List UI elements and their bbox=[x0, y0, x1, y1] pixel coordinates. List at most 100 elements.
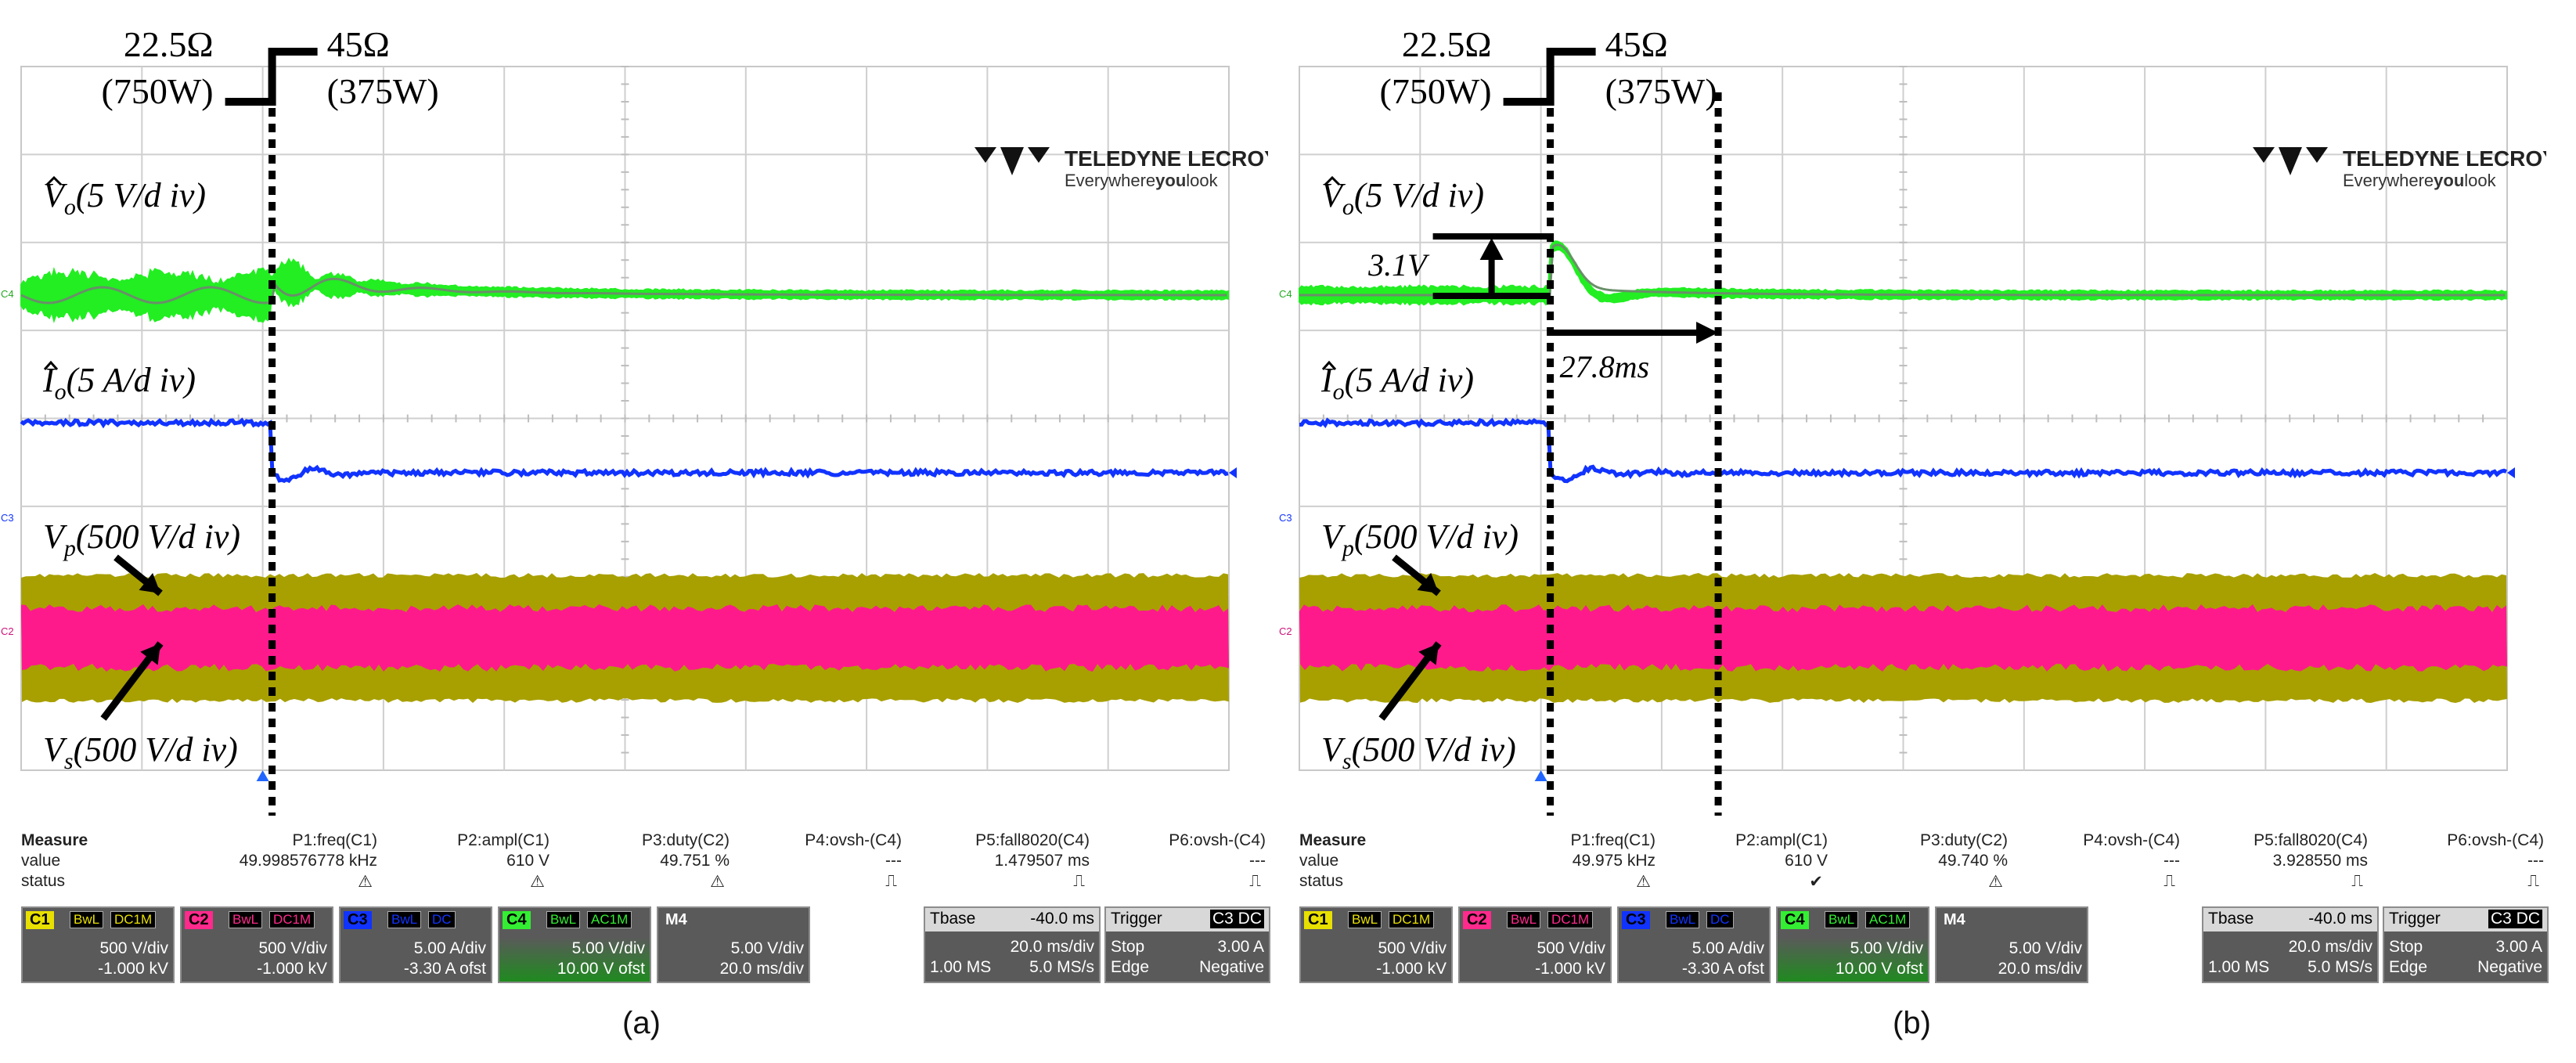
channel-descriptor-bar: C1 BwL DC1M 500 V/div -1.000 kV C2 BwL DC1M 500 … bbox=[21, 906, 1274, 985]
trace-label-subscript: o bbox=[64, 194, 76, 220]
measure-param-header: P5:fall8020(C4) bbox=[975, 831, 1090, 849]
measure-row-label: status bbox=[21, 872, 66, 890]
channel-id: C3 bbox=[1622, 911, 1650, 929]
measure-param-value: --- bbox=[2527, 852, 2544, 870]
vs-trace bbox=[21, 604, 1229, 672]
channel-coupling-badge: BwL bbox=[229, 911, 263, 928]
timebase-rate: 5.0 MS/s bbox=[1029, 958, 1094, 976]
trace-label-Vp: Vp(500 V/d iv) bbox=[43, 517, 240, 561]
logo-tagline: Everywhereyoulook bbox=[2343, 171, 2497, 190]
channel-offset: -1.000 kV bbox=[98, 960, 168, 978]
channel-id: M4 bbox=[1940, 911, 1969, 929]
load-step-symbol bbox=[1503, 48, 1596, 106]
measure-row-label: value bbox=[1299, 852, 1339, 870]
channel-scale: 5.00 V/div bbox=[730, 939, 804, 957]
logo-tagline-c: look bbox=[2464, 171, 2496, 190]
channel-coupling-badge: DC bbox=[428, 911, 456, 928]
channel-scale: 500 V/div bbox=[1537, 939, 1605, 957]
channel-id: C1 bbox=[26, 911, 54, 929]
trigger-title: Trigger bbox=[2389, 910, 2441, 928]
panel-caption: (a) bbox=[622, 1006, 661, 1040]
settling-arrow-head bbox=[1696, 322, 1719, 344]
trace-label-subscript: o bbox=[1333, 379, 1345, 405]
channel-coupling-badge: BwL bbox=[1348, 911, 1382, 928]
arrow-to-vp-head bbox=[139, 573, 160, 593]
trace-label-Vs: Vs(500 V/d iv) bbox=[1321, 730, 1516, 774]
trace-label-scale: (500 V/d iv) bbox=[1354, 517, 1519, 556]
measure-param-status: ⎍ bbox=[1249, 872, 1261, 890]
channel-marker-label: C3 bbox=[1, 512, 14, 524]
logo-mark-icon bbox=[2253, 147, 2328, 175]
measure-param-value: 1.479507 ms bbox=[994, 852, 1090, 870]
channel-coupling-badge: DC1M bbox=[269, 911, 315, 928]
trace-label-scale: (5 A/d iv) bbox=[1345, 361, 1474, 399]
label-before-power: (750W) bbox=[102, 71, 214, 111]
measure-param-value: 49.975 kHz bbox=[1572, 852, 1655, 870]
trace-label-symbol: V bbox=[1321, 176, 1346, 214]
arrow-to-vp-head bbox=[1417, 573, 1439, 593]
measure-param-status: ✔ bbox=[1809, 873, 1823, 891]
trigger-position-marker bbox=[256, 770, 269, 781]
measure-param-value: 49.740 % bbox=[1938, 852, 2008, 870]
measure-param-header: P1:freq(C1) bbox=[1570, 831, 1655, 849]
measure-param-header: P3:duty(C2) bbox=[641, 831, 730, 849]
measure-param-value: 49.751 % bbox=[660, 852, 730, 870]
channel-id: C2 bbox=[1463, 911, 1491, 929]
measure-param-header: P5:fall8020(C4) bbox=[2254, 831, 2368, 849]
trace-label-symbol: V bbox=[43, 730, 68, 769]
trace-label-Vo: Vo(5 V/d iv) bbox=[43, 176, 206, 220]
channel-marker-label: C4 bbox=[1, 288, 14, 300]
trace-label-scale: (5 V/d iv) bbox=[76, 176, 206, 214]
measure-param-header: P6:ovsh-(C4) bbox=[1169, 831, 1266, 849]
label-after-resistance: 45Ω bbox=[1605, 24, 1668, 64]
measure-param-value: 610 V bbox=[506, 852, 549, 870]
trace-label-Vs: Vs(500 V/d iv) bbox=[43, 730, 238, 774]
channel-marker bbox=[1278, 286, 1295, 299]
trigger-level-marker bbox=[1229, 467, 1237, 478]
timebase-samples: 1.00 MS bbox=[2208, 958, 2270, 976]
trace-label-scale: (500 V/d iv) bbox=[76, 517, 240, 556]
logo-brand-text: TELEDYNE LECROY bbox=[2343, 146, 2546, 171]
timebase-delay: -40.0 ms bbox=[1030, 910, 1094, 928]
arrow-to-vs-head bbox=[1418, 643, 1439, 665]
label-after-power: (375W) bbox=[1605, 71, 1717, 111]
trigger-level: 3.00 A bbox=[1217, 938, 1264, 956]
channel-coupling-badge: BwL bbox=[1666, 911, 1700, 928]
channel-scale: 5.00 A/div bbox=[1692, 939, 1764, 957]
channel-coupling-badge: DC1M bbox=[110, 911, 157, 928]
measure-param-value: 49.998576778 kHz bbox=[239, 852, 377, 870]
channel-offset: 10.00 V ofst bbox=[1835, 960, 1923, 978]
channel-offset: 20.0 ms/div bbox=[719, 960, 804, 978]
trace-label-scale: (5 A/d iv) bbox=[67, 361, 196, 399]
vo-trace bbox=[20, 258, 1229, 324]
settling-label: 27.8ms bbox=[1560, 349, 1649, 384]
vo-trace bbox=[1299, 240, 2507, 306]
trace-label-subscript: s bbox=[64, 748, 74, 774]
channel-coupling-badge: DC bbox=[1706, 911, 1734, 928]
measure-param-header: P2:ampl(C1) bbox=[1735, 831, 1828, 849]
label-after-resistance: 45Ω bbox=[327, 24, 390, 64]
trace-label-symbol: V bbox=[1321, 730, 1346, 769]
measure-param-status: ⎍ bbox=[2351, 872, 2363, 890]
channel-offset: -3.30 A ofst bbox=[403, 960, 486, 978]
measure-param-status: ⚠ bbox=[530, 873, 545, 891]
timebase-box: Tbase -40.0 ms 20.0 ms/div 1.00 MS 5.0 MS/s bbox=[924, 906, 1101, 983]
label-before-power: (750W) bbox=[1380, 71, 1492, 111]
timebase-scale: 20.0 ms/div bbox=[2288, 938, 2372, 956]
channel-box-c4: C4 BwL AC1M 5.00 V/div 10.00 V ofst bbox=[498, 906, 651, 983]
trace-label-symbol: I bbox=[42, 361, 56, 399]
label-before-resistance: 22.5Ω bbox=[1402, 24, 1492, 64]
timebase-header: Tbase -40.0 ms bbox=[2203, 908, 2377, 931]
measure-param-header: P3:duty(C2) bbox=[1919, 831, 2008, 849]
logo-mark-icon bbox=[975, 147, 1050, 175]
channel-marker-label: C4 bbox=[1279, 288, 1292, 300]
channel-box-m4: M4 5.00 V/div 20.0 ms/div bbox=[657, 906, 810, 983]
label-after-power: (375W) bbox=[327, 71, 439, 111]
measure-row-label: value bbox=[21, 852, 61, 870]
measure-param-value: --- bbox=[2163, 852, 2180, 870]
measure-param-status: ⚠ bbox=[710, 873, 725, 891]
channel-offset: -3.30 A ofst bbox=[1681, 960, 1764, 978]
trace-label-subscript: p bbox=[63, 535, 76, 561]
trace-label-subscript: o bbox=[55, 379, 67, 405]
